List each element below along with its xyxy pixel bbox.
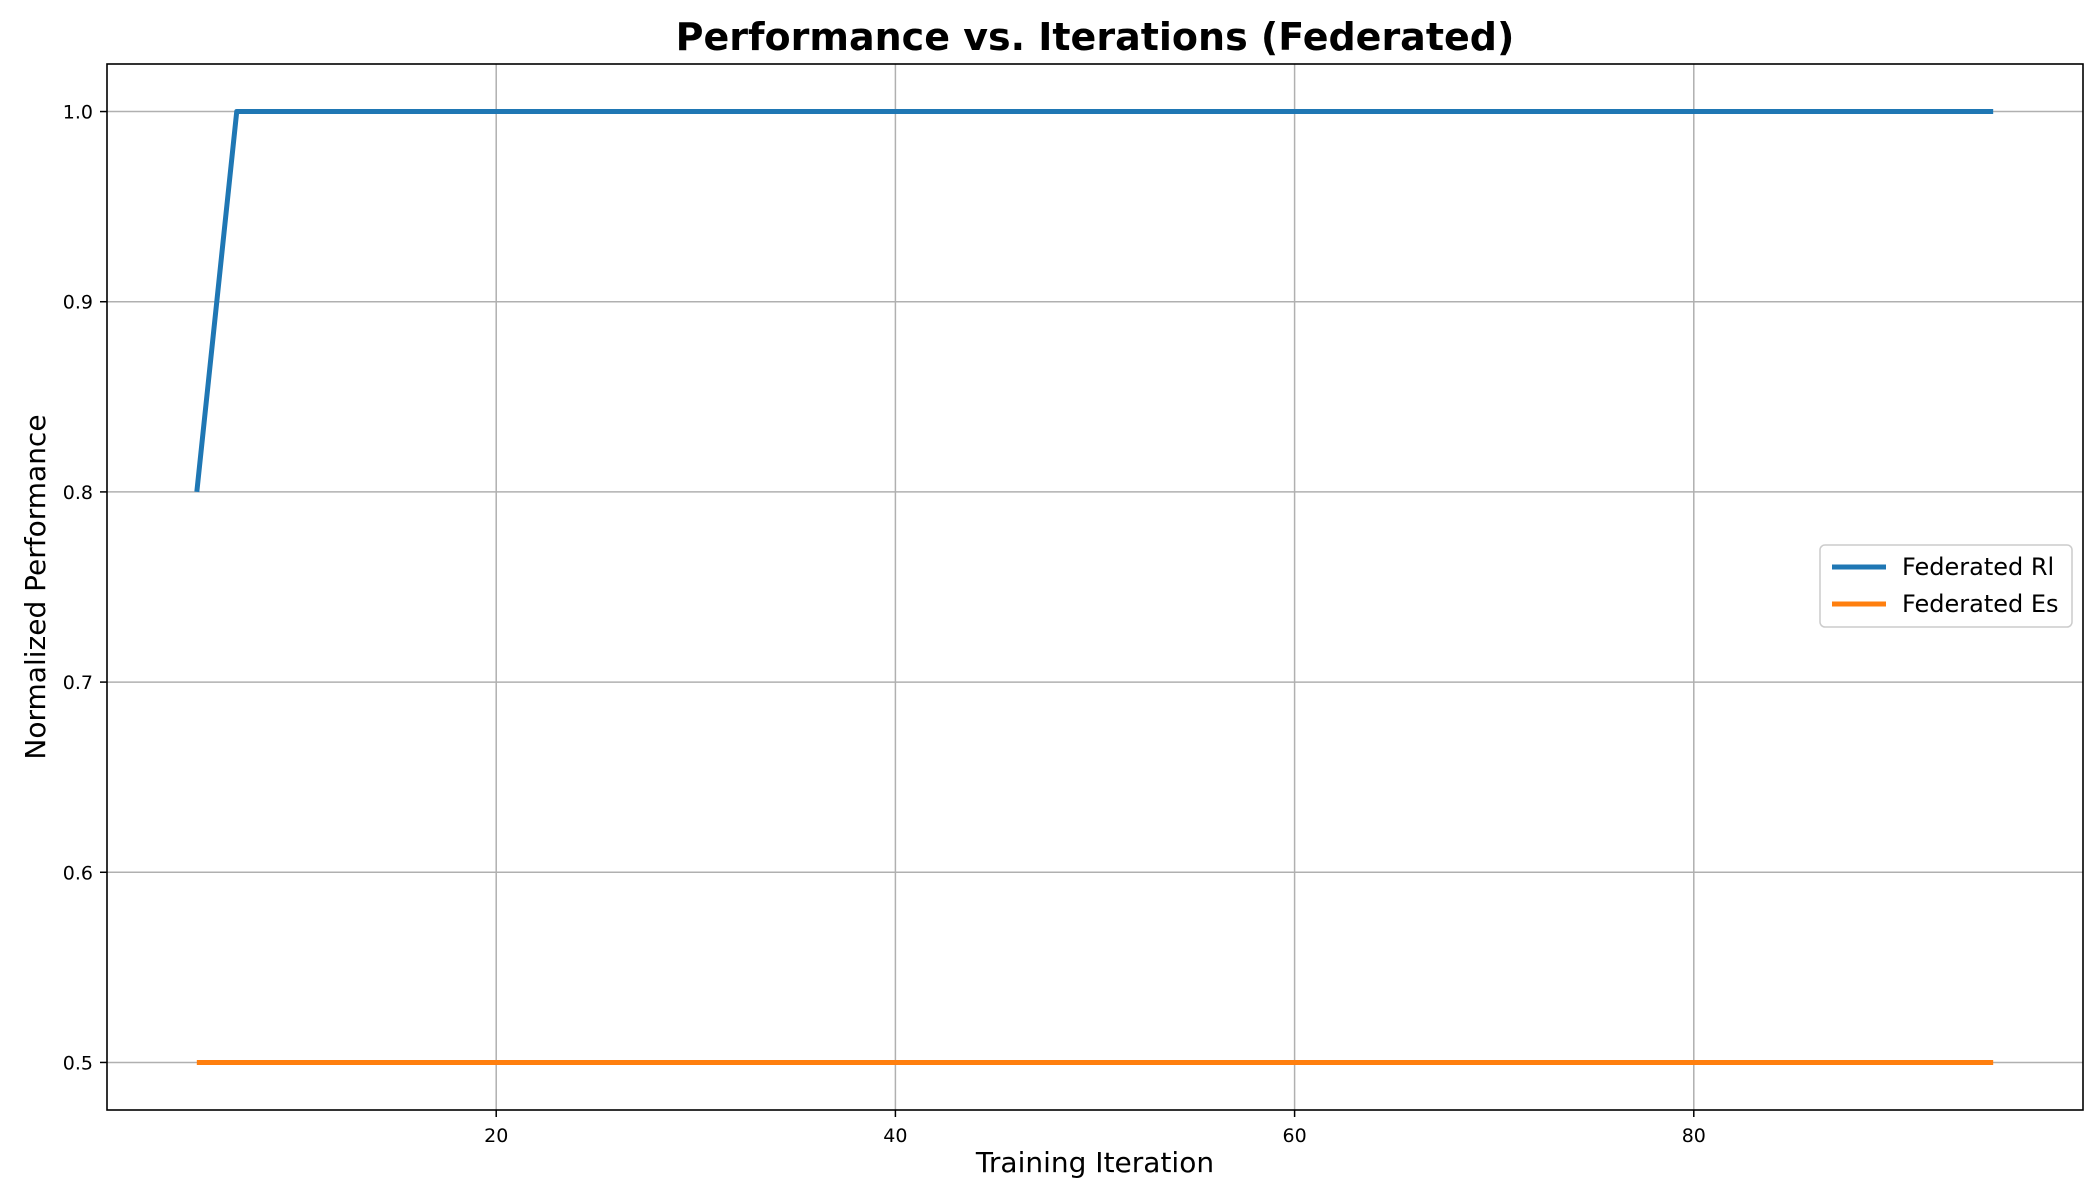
x-tick-label: 40	[883, 1125, 907, 1147]
x-tick-label: 20	[484, 1125, 508, 1147]
grid-lines	[107, 64, 2083, 1110]
legend-label: Federated Rl	[1902, 553, 2054, 581]
legend: Federated Rl Federated Es	[1819, 544, 2073, 628]
y-axis-label: Normalized Performance	[19, 414, 52, 759]
legend-label: Federated Es	[1902, 590, 2059, 618]
y-tick-label: 0.8	[63, 482, 93, 504]
y-tick-label: 0.9	[63, 292, 93, 314]
x-axis-label: Training Iteration	[975, 1146, 1214, 1179]
y-tick-label: 1.0	[63, 102, 93, 124]
x-tick-label: 80	[1682, 1125, 1706, 1147]
y-tick-label: 0.5	[63, 1052, 93, 1074]
series-lines	[194, 109, 1994, 1065]
chart-title: Performance vs. Iterations (Federated)	[676, 15, 1515, 59]
series-line-1	[194, 109, 1994, 493]
y-tick-label: 0.7	[63, 672, 93, 694]
plot-frame	[106, 63, 2084, 1111]
x-tick-label: 60	[1283, 1125, 1307, 1147]
axis-ticks: 20 40 60 80 0.5 0.6 0.7 0.8 0.9 1.0	[63, 102, 1706, 1147]
y-tick-label: 0.6	[63, 862, 93, 884]
